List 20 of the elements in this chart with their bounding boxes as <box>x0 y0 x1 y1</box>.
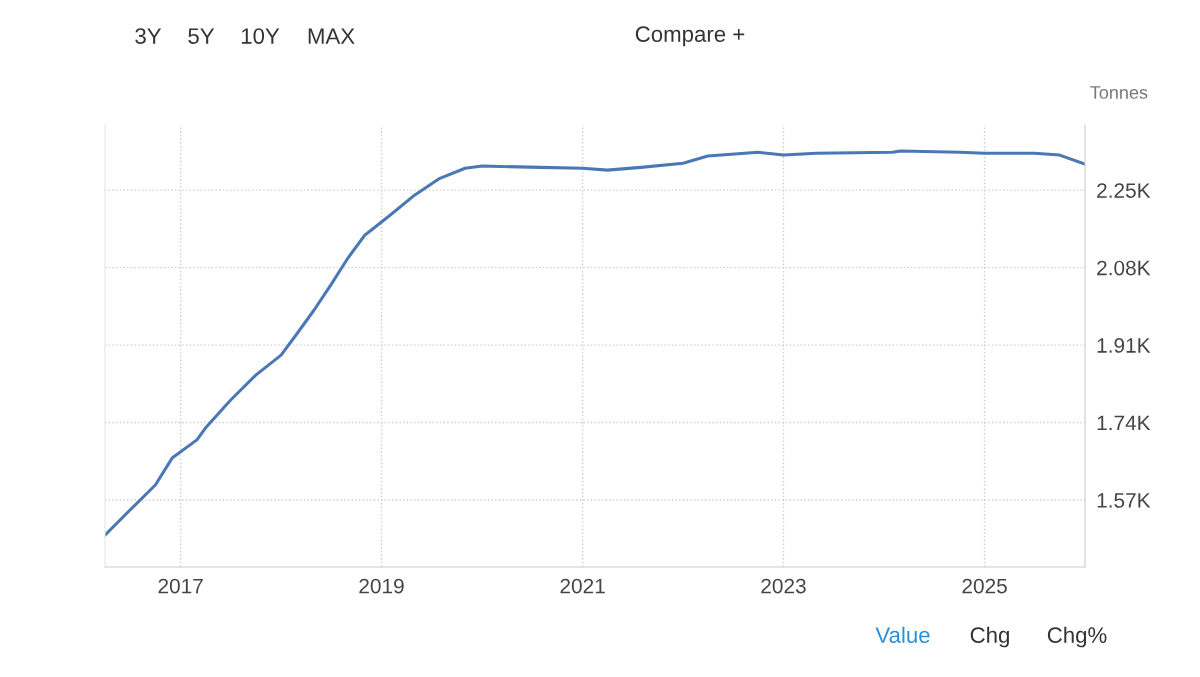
line-series <box>105 149 1085 537</box>
y-tick-label: 2.25K <box>1097 183 1151 198</box>
text: Chg% <box>1047 626 1107 648</box>
text: 3Y <box>135 28 162 44</box>
x-tick-label: 2025 <box>962 578 1007 594</box>
x-tick-label: 2019 <box>359 578 404 594</box>
x-tick-label: 2021 <box>560 578 605 594</box>
text: Compare + <box>635 26 745 47</box>
x-tick-label: 2023 <box>761 578 806 594</box>
x-tick-label: 2017 <box>158 578 203 594</box>
y-tick-label: 1.74K <box>1097 415 1151 431</box>
text: Value <box>875 626 930 643</box>
text: MAX <box>308 28 355 44</box>
text: 10Y <box>241 28 280 44</box>
y-tick-label: 1.91K <box>1097 338 1151 353</box>
y-tick-label: 1.57K <box>1097 493 1151 508</box>
y-axis-title: Tonnes <box>1090 86 1148 99</box>
y-tick-label: 2.08K <box>1097 260 1151 276</box>
text: 5Y <box>188 28 215 44</box>
text: Chg <box>970 626 1009 648</box>
